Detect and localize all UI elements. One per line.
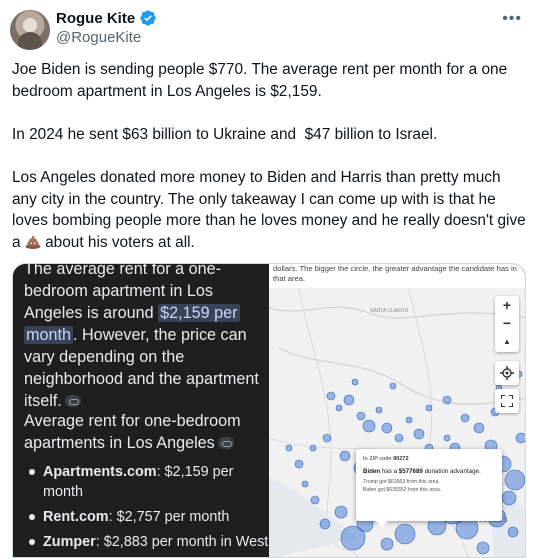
popup-adv-text: has a: [380, 468, 399, 475]
avatar[interactable]: [10, 10, 50, 50]
santa-clarita-label: SANTA CLARITA: [370, 308, 409, 314]
answer-heading-text: Average rent for one-bedroom apartments …: [24, 412, 241, 452]
tweet-header: Rogue Kite @RogueKite •••: [0, 0, 538, 56]
donation-circle[interactable]: [413, 428, 425, 440]
donation-circle[interactable]: [301, 480, 309, 488]
donation-circle[interactable]: [515, 432, 526, 444]
poop-emoji-icon: [25, 235, 41, 249]
donation-circle[interactable]: [389, 382, 397, 390]
list-item: Rent.com: $2,757 per month: [24, 507, 269, 527]
name-row: Rogue Kite: [56, 9, 157, 27]
donation-circle[interactable]: [340, 525, 366, 551]
map-water: [269, 478, 359, 557]
answer-intro-after: . However, the price can vary depending …: [24, 326, 259, 410]
donation-circle[interactable]: [504, 469, 525, 491]
verified-badge-icon: [140, 10, 156, 26]
list-item-site: Apartments.com: [43, 464, 157, 480]
popup-zip-line: In ZIP code 90272: [363, 455, 495, 464]
zoom-out-button[interactable]: −: [502, 315, 512, 331]
popup-adv-amount: $577689: [398, 468, 423, 475]
map-road: [269, 306, 525, 319]
map-road: [278, 347, 525, 405]
donation-circle[interactable]: [405, 416, 413, 424]
display-name[interactable]: Rogue Kite: [56, 9, 136, 27]
zoom-in-button[interactable]: +: [502, 297, 512, 313]
donation-circle[interactable]: [351, 378, 359, 386]
donation-circle[interactable]: [343, 394, 355, 406]
answer-highlight-2: month: [24, 326, 73, 344]
list-item-value: : $2,159 per month: [43, 464, 234, 500]
donation-circle[interactable]: [310, 495, 320, 505]
donation-circle[interactable]: [356, 411, 366, 421]
donation-circle[interactable]: [394, 523, 416, 545]
fullscreen-button[interactable]: [495, 389, 519, 413]
popup-tip: [376, 521, 388, 527]
list-item-value: : $2,883 per month in West: [95, 534, 269, 550]
donation-circle[interactable]: [375, 406, 383, 414]
answer-intro-text: The average rent for a one-bedroom apart…: [24, 264, 222, 322]
locate-button[interactable]: [495, 361, 519, 385]
compass-icon[interactable]: ▲: [503, 336, 511, 346]
list-item-site: Zumper: [43, 534, 96, 550]
donation-circle[interactable]: [442, 395, 452, 405]
popup-adv-name: Biden: [363, 468, 381, 475]
popup-zip: 90272: [393, 456, 409, 462]
map-caption: dollars. The bigger the circle, the grea…: [273, 264, 517, 283]
donation-circle[interactable]: [507, 526, 519, 538]
locate-icon: [500, 366, 514, 380]
answer-highlight-1: $2,159 per: [158, 304, 240, 322]
donation-map-panel: dollars. The bigger the circle, the grea…: [269, 264, 526, 557]
donation-circle[interactable]: [294, 459, 304, 469]
list-item-site: Rent.com: [43, 509, 109, 525]
donation-circle[interactable]: [326, 391, 336, 401]
popup-advantage: Biden has a $577689 donation advantage.: [363, 466, 495, 478]
donation-circle[interactable]: [394, 433, 404, 443]
fullscreen-icon: [501, 395, 513, 407]
donation-circle[interactable]: [319, 518, 331, 530]
link-icon[interactable]: [217, 437, 234, 449]
search-answer-panel: The average rent for a one-bedroom apart…: [13, 264, 269, 557]
donation-circle[interactable]: [501, 490, 517, 506]
donation-circle[interactable]: [334, 505, 348, 519]
donation-circle[interactable]: [285, 444, 293, 452]
link-icon[interactable]: [64, 395, 81, 407]
donation-circle[interactable]: [443, 434, 451, 442]
popup-biden-line: Biden got $639352 from this area.: [363, 487, 442, 493]
popup-trump-line: Trump got $61663 from this area.: [363, 479, 440, 485]
tweet-text-part2: about his voters at all.: [40, 233, 195, 251]
map-road: [298, 288, 359, 557]
donation-circle[interactable]: [309, 444, 317, 452]
popup-zip-label: In ZIP code: [363, 456, 394, 462]
donation-circle[interactable]: [473, 422, 485, 434]
answer-intro: The average rent for a one-bedroom apart…: [24, 264, 264, 412]
donation-circle[interactable]: [425, 404, 433, 412]
donation-circle[interactable]: [476, 541, 490, 555]
donation-circle[interactable]: [381, 422, 393, 434]
donation-circle[interactable]: [380, 537, 394, 551]
donation-circle[interactable]: [335, 404, 343, 412]
donation-circle[interactable]: [322, 433, 332, 443]
donation-circle[interactable]: [339, 450, 351, 462]
donation-circle[interactable]: [460, 413, 470, 423]
zoom-control: + − ▲: [495, 296, 519, 352]
tweet-text-part1: Joe Biden is sending people $770. The av…: [12, 61, 526, 251]
tweet-text: Joe Biden is sending people $770. The av…: [12, 59, 528, 253]
rent-list: Apartments.com: $2,159 per month Rent.co…: [24, 462, 269, 557]
map-popup[interactable]: In ZIP code 90272 Biden has a $577689 do…: [356, 449, 502, 527]
tweet-media[interactable]: The average rent for a one-bedroom apart…: [12, 263, 526, 558]
list-item: Zumper: $2,883 per month in West: [24, 532, 269, 552]
list-item: Apartments.com: $2,159 per month: [24, 462, 269, 502]
answer-heading: Average rent for one-bedroom apartments …: [24, 410, 264, 454]
popup-adv-suffix: donation advantage.: [422, 468, 481, 475]
handle[interactable]: @RogueKite: [56, 29, 142, 46]
list-item-value: : $2,757 per month: [108, 509, 230, 525]
donation-circle[interactable]: [362, 419, 376, 433]
more-horizontal-icon[interactable]: •••: [502, 10, 522, 27]
